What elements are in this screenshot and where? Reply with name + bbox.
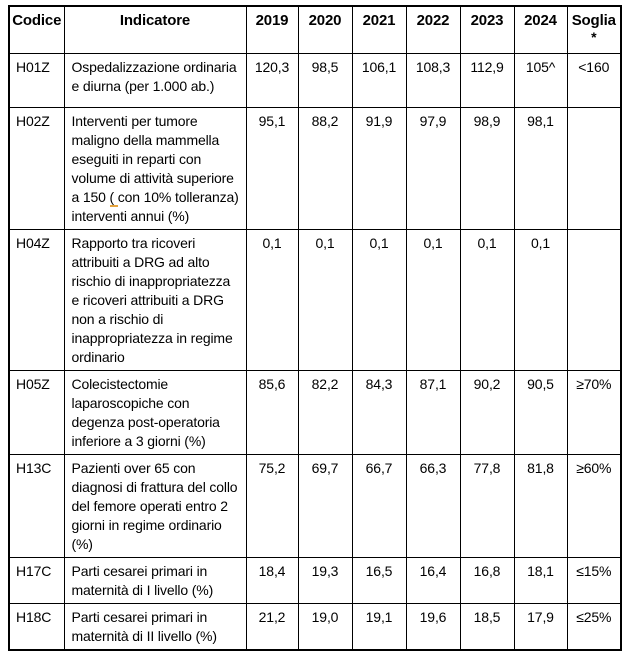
- table-row-h18c: H18C Parti cesarei primari in maternità …: [8, 602, 622, 650]
- cell-value-2023: 112,9: [459, 52, 515, 108]
- cell-value-2020: 69,7: [297, 453, 353, 558]
- cell-indicatore: Interventi per tumore maligno della mamm…: [63, 106, 247, 230]
- cell-value-2024: 105^: [513, 52, 568, 108]
- table-row-h01z: H01Z Ospedalizzazione ordinaria e diurna…: [8, 52, 622, 108]
- cell-indicatore: Colecistectomie laparoscopiche con degen…: [63, 369, 247, 455]
- table-row-h17c: H17C Parti cesarei primari in maternità …: [8, 556, 622, 604]
- cell-value-2019: 95,1: [245, 106, 299, 230]
- header-year-2020: 2020: [297, 5, 353, 54]
- cell-codice: H04Z: [8, 228, 65, 371]
- cell-value-2023: 90,2: [459, 369, 515, 455]
- cell-value-2020: 0,1: [297, 228, 353, 371]
- cell-value-2019: 75,2: [245, 453, 299, 558]
- cell-soglia: ≥70%: [566, 369, 622, 455]
- cell-value-2023: 16,8: [459, 556, 515, 604]
- cell-soglia: [566, 106, 622, 230]
- cell-codice: H17C: [8, 556, 65, 604]
- indicators-table: Codice Indicatore 2019 2020 2021 2022 20…: [8, 5, 622, 651]
- table-row-h13c: H13C Pazienti over 65 con diagnosi di fr…: [8, 453, 622, 558]
- header-indicatore: Indicatore: [63, 5, 247, 54]
- cell-indicatore: Pazienti over 65 con diagnosi di frattur…: [63, 453, 247, 558]
- cell-codice: H05Z: [8, 369, 65, 455]
- cell-value-2022: 0,1: [405, 228, 461, 371]
- header-year-2023: 2023: [459, 5, 515, 54]
- cell-value-2019: 85,6: [245, 369, 299, 455]
- cell-codice: H13C: [8, 453, 65, 558]
- cell-value-2022: 87,1: [405, 369, 461, 455]
- indicatore-text: Interventi per tumore maligno della mamm…: [71, 112, 234, 205]
- cell-value-2024: 0,1: [513, 228, 568, 371]
- cell-value-2019: 120,3: [245, 52, 299, 108]
- header-year-2019: 2019: [245, 5, 299, 54]
- cell-indicatore: Rapporto tra ricoveri attribuiti a DRG a…: [63, 228, 247, 371]
- header-soglia-label: Soglia: [571, 12, 616, 29]
- cell-value-2023: 98,9: [459, 106, 515, 230]
- cell-value-2020: 88,2: [297, 106, 353, 230]
- cell-indicatore: Parti cesarei primari in maternità di II…: [63, 602, 247, 650]
- indicatore-text: con 10% tolleranza) interventi annui (%): [71, 188, 239, 224]
- cell-soglia: ≤25%: [566, 602, 622, 650]
- cell-value-2023: 0,1: [459, 228, 515, 371]
- cell-value-2024: 18,1: [513, 556, 568, 604]
- cell-codice: H02Z: [8, 106, 65, 230]
- header-soglia: Soglia *: [566, 5, 622, 54]
- cell-value-2021: 66,7: [351, 453, 407, 558]
- cell-soglia: ≤15%: [566, 556, 622, 604]
- header-year-2021: 2021: [351, 5, 407, 54]
- table-row-h05z: H05Z Colecistectomie laparoscopiche con …: [8, 369, 622, 455]
- header-year-2024: 2024: [513, 5, 568, 54]
- cell-value-2024: 98,1: [513, 106, 568, 230]
- cell-value-2021: 106,1: [351, 52, 407, 108]
- table-row-h04z: H04Z Rapporto tra ricoveri attribuiti a …: [8, 228, 622, 371]
- cell-value-2022: 19,6: [405, 602, 461, 650]
- cell-value-2021: 91,9: [351, 106, 407, 230]
- cell-value-2020: 98,5: [297, 52, 353, 108]
- cell-value-2021: 16,5: [351, 556, 407, 604]
- cell-codice: H18C: [8, 602, 65, 650]
- cell-value-2024: 90,5: [513, 369, 568, 455]
- cell-value-2022: 66,3: [405, 453, 461, 558]
- cell-soglia: ≥60%: [566, 453, 622, 558]
- cell-indicatore: Parti cesarei primari in maternità di I …: [63, 556, 247, 604]
- cell-indicatore: Ospedalizzazione ordinaria e diurna (per…: [63, 52, 247, 108]
- cell-value-2019: 18,4: [245, 556, 299, 604]
- header-soglia-asterisk: *: [591, 29, 597, 45]
- cell-value-2021: 19,1: [351, 602, 407, 650]
- cell-value-2023: 77,8: [459, 453, 515, 558]
- cell-codice: H01Z: [8, 52, 65, 108]
- cell-value-2024: 17,9: [513, 602, 568, 650]
- header-row: Codice Indicatore 2019 2020 2021 2022 20…: [8, 5, 622, 54]
- cell-value-2019: 0,1: [245, 228, 299, 371]
- cell-value-2022: 108,3: [405, 52, 461, 108]
- cell-value-2022: 16,4: [405, 556, 461, 604]
- cell-value-2021: 0,1: [351, 228, 407, 371]
- grammar-check-underline: (: [109, 188, 118, 207]
- cell-value-2020: 19,0: [297, 602, 353, 650]
- cell-soglia: <160: [566, 52, 622, 108]
- cell-value-2023: 18,5: [459, 602, 515, 650]
- header-year-2022: 2022: [405, 5, 461, 54]
- cell-value-2022: 97,9: [405, 106, 461, 230]
- cell-value-2024: 81,8: [513, 453, 568, 558]
- header-codice: Codice: [8, 5, 65, 54]
- cell-value-2021: 84,3: [351, 369, 407, 455]
- cell-value-2019: 21,2: [245, 602, 299, 650]
- cell-soglia: [566, 228, 622, 371]
- table-row-h02z: H02Z Interventi per tumore maligno della…: [8, 106, 622, 230]
- cell-value-2020: 82,2: [297, 369, 353, 455]
- cell-value-2020: 19,3: [297, 556, 353, 604]
